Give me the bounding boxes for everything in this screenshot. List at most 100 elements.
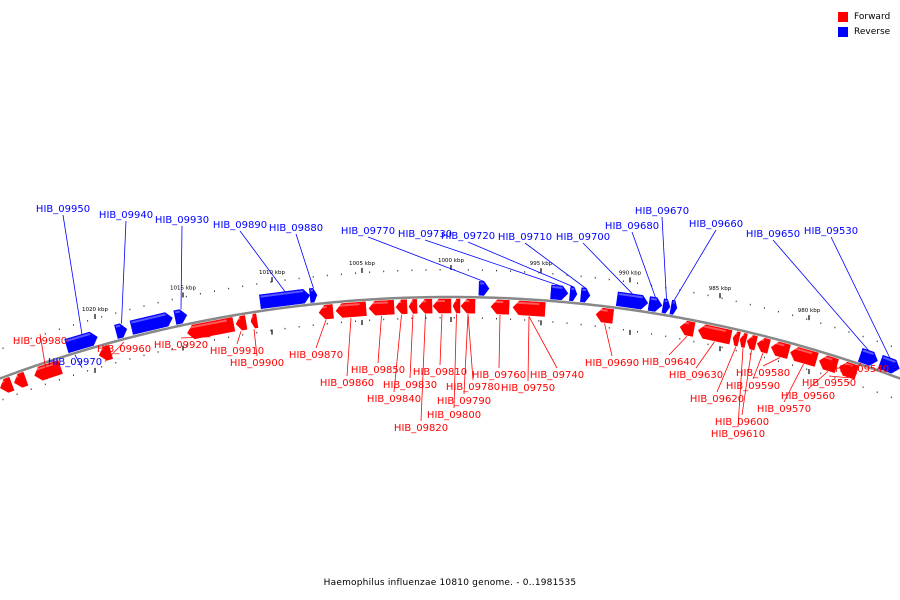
gene-arrow-forward[interactable]: [789, 346, 819, 367]
gene-label[interactable]: HIB_09600: [715, 417, 769, 428]
gene-label[interactable]: HIB_09890: [213, 220, 267, 231]
gene-label[interactable]: HIB_09940: [99, 210, 153, 221]
gene-label[interactable]: HIB_09870: [289, 350, 343, 361]
gene-arrow-forward[interactable]: [837, 360, 860, 380]
gene-arrow-reverse[interactable]: [569, 286, 578, 302]
gene-label[interactable]: HIB_09630: [669, 370, 723, 381]
legend: Forward Reverse: [838, 9, 890, 39]
gene-label[interactable]: HIB_09950: [36, 204, 90, 215]
gene-label[interactable]: HIB_09730: [398, 229, 452, 240]
gene-label[interactable]: HIB_09760: [472, 370, 526, 381]
gene-arrow-reverse[interactable]: [550, 284, 569, 301]
gene-label[interactable]: HIB_09780: [446, 382, 500, 393]
gene-arrow-forward[interactable]: [745, 334, 758, 351]
gene-label[interactable]: HIB_09570: [757, 404, 811, 415]
gene-arrow-forward[interactable]: [368, 299, 395, 316]
gene-arrow-reverse[interactable]: [478, 281, 490, 296]
gene-arrow-reverse[interactable]: [259, 288, 311, 309]
gene-arrow-reverse[interactable]: [877, 354, 900, 375]
gene-label[interactable]: HIB_09640: [642, 357, 696, 368]
gene-label[interactable]: HIB_09810: [413, 367, 467, 378]
gene-label[interactable]: HIB_09920: [154, 340, 208, 351]
gene-label[interactable]: HIB_09540: [835, 364, 889, 375]
gene-arrow-reverse[interactable]: [647, 296, 663, 313]
gene-arrow-forward[interactable]: [12, 371, 29, 389]
gene-arrow-forward[interactable]: [512, 300, 546, 317]
gene-arrow-forward[interactable]: [679, 320, 696, 337]
gene-label[interactable]: HIB_09670: [635, 206, 689, 217]
gene-label[interactable]: HIB_09700: [556, 232, 610, 243]
gene-label[interactable]: HIB_09620: [690, 394, 744, 405]
gene-label[interactable]: HIB_09710: [498, 232, 552, 243]
gene-arrow-reverse[interactable]: [615, 291, 649, 310]
gene-arrow-forward[interactable]: [235, 315, 248, 331]
gene-arrow-forward[interactable]: [0, 376, 15, 394]
gene-label[interactable]: HIB_09610: [711, 429, 765, 440]
gene-label[interactable]: HIB_09590: [726, 381, 780, 392]
gene-label[interactable]: HIB_09800: [427, 410, 481, 421]
gene-arrow-forward[interactable]: [490, 299, 510, 315]
gene-arrow-reverse[interactable]: [669, 299, 678, 315]
gene-arrow-forward[interactable]: [318, 304, 334, 320]
gene-label[interactable]: HIB_09980: [13, 336, 67, 347]
gene-label[interactable]: HIB_09560: [781, 391, 835, 402]
gene-arrow-forward[interactable]: [97, 344, 113, 362]
gene-arrow-forward[interactable]: [335, 301, 367, 318]
gene-label[interactable]: HIB_09550: [802, 378, 856, 389]
gene-label[interactable]: HIB_09840: [367, 394, 421, 405]
gene-arrow-forward[interactable]: [432, 298, 452, 314]
gene-arrow-forward[interactable]: [755, 337, 771, 354]
gene-arrow-forward[interactable]: [250, 313, 259, 329]
leader-line: [527, 316, 530, 382]
gene-label[interactable]: HIB_09820: [394, 423, 448, 434]
leader-line: [239, 230, 286, 292]
gene-arrow-forward[interactable]: [452, 298, 461, 314]
leader-line: [295, 233, 314, 289]
leader-line: [346, 317, 352, 377]
gene-arrow-reverse[interactable]: [64, 330, 100, 354]
legend-forward-label: Forward: [854, 11, 891, 22]
gene-arrow-reverse[interactable]: [309, 288, 318, 303]
leader-line: [631, 231, 656, 298]
gene-label[interactable]: HIB_09880: [269, 223, 323, 234]
gene-arrow-reverse[interactable]: [857, 347, 880, 367]
gene-arrow-forward[interactable]: [817, 354, 839, 374]
gene-arrow-forward[interactable]: [186, 317, 236, 340]
gene-label[interactable]: HIB_09770: [341, 226, 395, 237]
gene-label[interactable]: HIB_09750: [501, 383, 555, 394]
gene-label[interactable]: HIB_09930: [155, 215, 209, 226]
gene-arrow-reverse[interactable]: [114, 322, 128, 339]
gene-label[interactable]: HIB_09740: [530, 370, 584, 381]
gene-label[interactable]: HIB_09660: [689, 219, 743, 230]
gene-label[interactable]: HIB_09860: [320, 378, 374, 389]
gene-arrow-forward[interactable]: [732, 331, 741, 347]
gene-label[interactable]: HIB_09970: [48, 357, 102, 368]
gene-arrow-forward[interactable]: [738, 333, 748, 348]
gene-label[interactable]: HIB_09580: [736, 368, 790, 379]
gene-arrow-reverse[interactable]: [580, 287, 591, 303]
gene-label[interactable]: HIB_09720: [441, 231, 495, 242]
gene-arrow-reverse[interactable]: [129, 311, 174, 335]
gene-arrow-reverse[interactable]: [661, 298, 671, 314]
gene-arrow-forward[interactable]: [418, 298, 433, 314]
gene-arrow-forward[interactable]: [697, 323, 733, 345]
gene-arrow-reverse[interactable]: [173, 308, 189, 325]
gene-arrow-forward[interactable]: [395, 299, 408, 315]
gene-label[interactable]: HIB_09830: [383, 380, 437, 391]
gene-label[interactable]: HIB_09650: [746, 229, 800, 240]
gene-arrow-forward[interactable]: [460, 298, 476, 314]
gene-arrow-forward[interactable]: [595, 307, 615, 324]
gene-arrow-forward[interactable]: [769, 340, 791, 359]
gene-label[interactable]: HIB_09910: [210, 346, 264, 357]
gene-label[interactable]: HIB_09680: [605, 221, 659, 232]
leader-line: [315, 319, 327, 349]
gene-arrow-forward[interactable]: [408, 299, 418, 314]
gene-label[interactable]: HIB_09530: [804, 226, 858, 237]
gene-label[interactable]: HIB_09690: [585, 358, 639, 369]
gene-label[interactable]: HIB_09850: [351, 365, 405, 376]
gene-arrow-forward[interactable]: [32, 360, 63, 382]
gene-labels: HIB_09950 HIB_09970 HIB_09940 HIB_09930 HIB_…: [13, 204, 889, 440]
gene-label[interactable]: HIB_09960: [97, 344, 151, 355]
gene-label[interactable]: HIB_09900: [230, 358, 284, 369]
gene-label[interactable]: HIB_09790: [437, 396, 491, 407]
